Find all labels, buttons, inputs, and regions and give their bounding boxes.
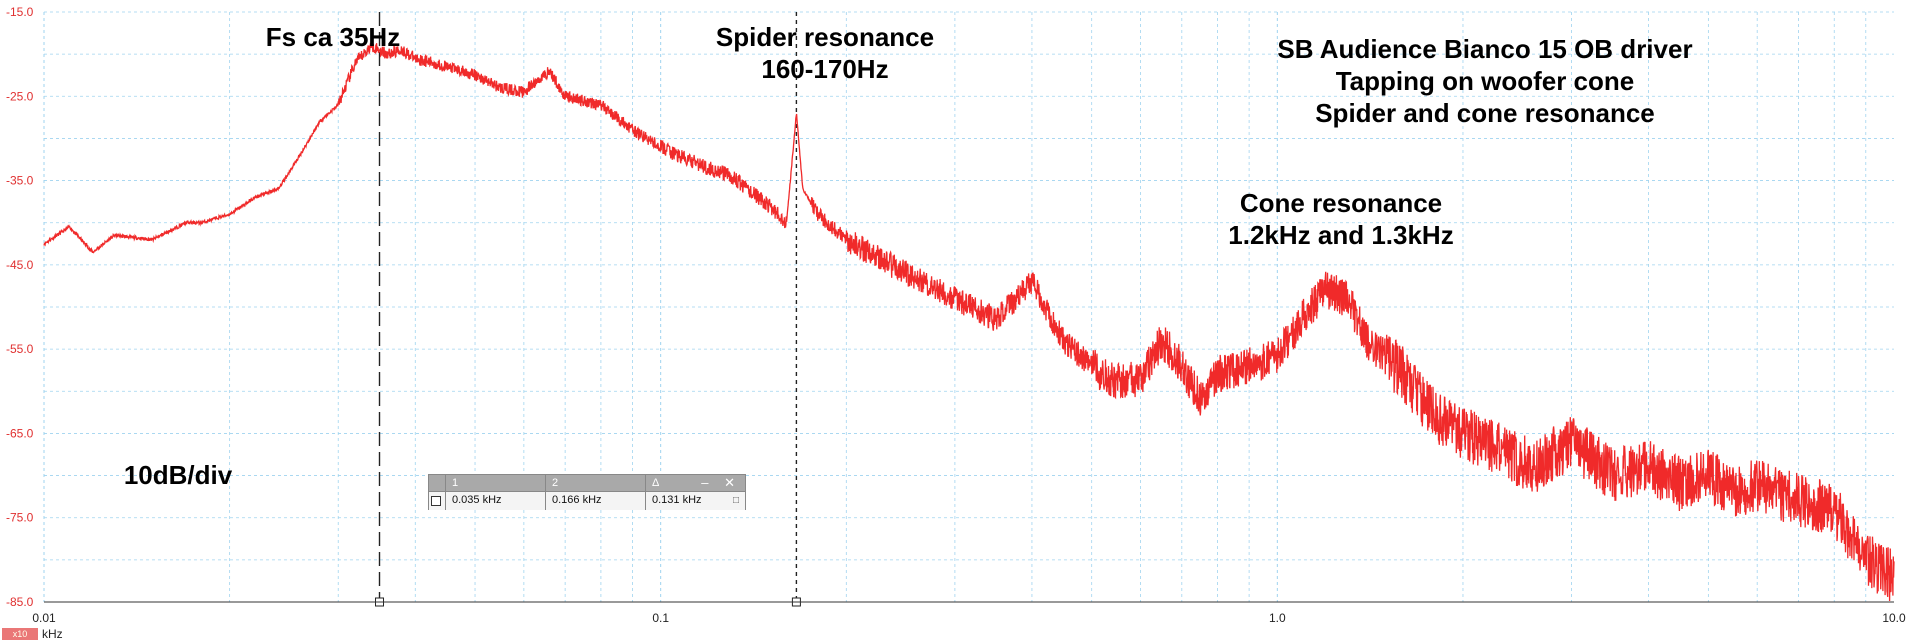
cursor-2-value: 0.166 kHz	[545, 492, 645, 510]
annotation-text: 10dB/div	[124, 460, 233, 490]
cursor-table-row: 0.035 kHz 0.166 kHz 0.131 kHz	[429, 491, 745, 510]
annotation-text: 160-170Hz	[761, 54, 888, 84]
table-window-buttons[interactable]: – ✕	[701, 475, 741, 490]
cursor-readout-table[interactable]: 1 2 Δ – ✕ 0.035 kHz 0.166 kHz 0.131 kHz …	[428, 474, 746, 510]
x-axis-unit-label: kHz	[42, 627, 63, 641]
annotation-text: Cone resonance	[1240, 188, 1442, 218]
lock-icon[interactable]: □	[732, 495, 739, 506]
annotation-text: SB Audience Bianco 15 OB driver	[1277, 34, 1692, 64]
delta-header: Δ	[645, 475, 745, 491]
annotation-text: Tapping on woofer cone	[1336, 66, 1635, 96]
axis-ticks: -15.0 -25.0 -35.0 -45.0 -55.0 -65.0 -75.0 -85.0…	[6, 5, 1906, 625]
y-tick-label: -65.0	[6, 426, 34, 440]
y-tick-label: -15.0	[6, 5, 34, 19]
annotation-text: Spider resonance	[716, 22, 934, 52]
cursor-2-header: 2	[545, 475, 645, 491]
cursor-1-header: 1	[445, 475, 545, 491]
x-tick-label: 0.01	[32, 611, 56, 625]
cursor-1-value: 0.035 kHz	[445, 492, 545, 510]
annotation-text: Spider and cone resonance	[1315, 98, 1655, 128]
y-tick-label: -75.0	[6, 511, 34, 525]
annotation-text: 1.2kHz and 1.3kHz	[1228, 220, 1453, 250]
cursor-table-header: 1 2 Δ	[429, 475, 745, 491]
x-scale-badge[interactable]: x10	[2, 628, 38, 640]
y-tick-label: -35.0	[6, 174, 34, 188]
x-tick-label: 0.1	[652, 611, 669, 625]
spectrum-trace	[43, 40, 1895, 602]
annotation-text: Fs ca 35Hz	[266, 22, 400, 52]
checkbox-icon[interactable]	[431, 496, 441, 506]
delta-value: 0.131 kHz	[645, 492, 745, 510]
y-tick-label: -25.0	[6, 89, 34, 103]
y-tick-label: -45.0	[6, 258, 34, 272]
y-tick-label: -55.0	[6, 342, 34, 356]
grid	[43, 11, 1894, 603]
x-tick-label: 1.0	[1269, 611, 1286, 625]
y-tick-label: -85.0	[6, 595, 34, 609]
x-tick-label: 10.0	[1882, 611, 1906, 625]
